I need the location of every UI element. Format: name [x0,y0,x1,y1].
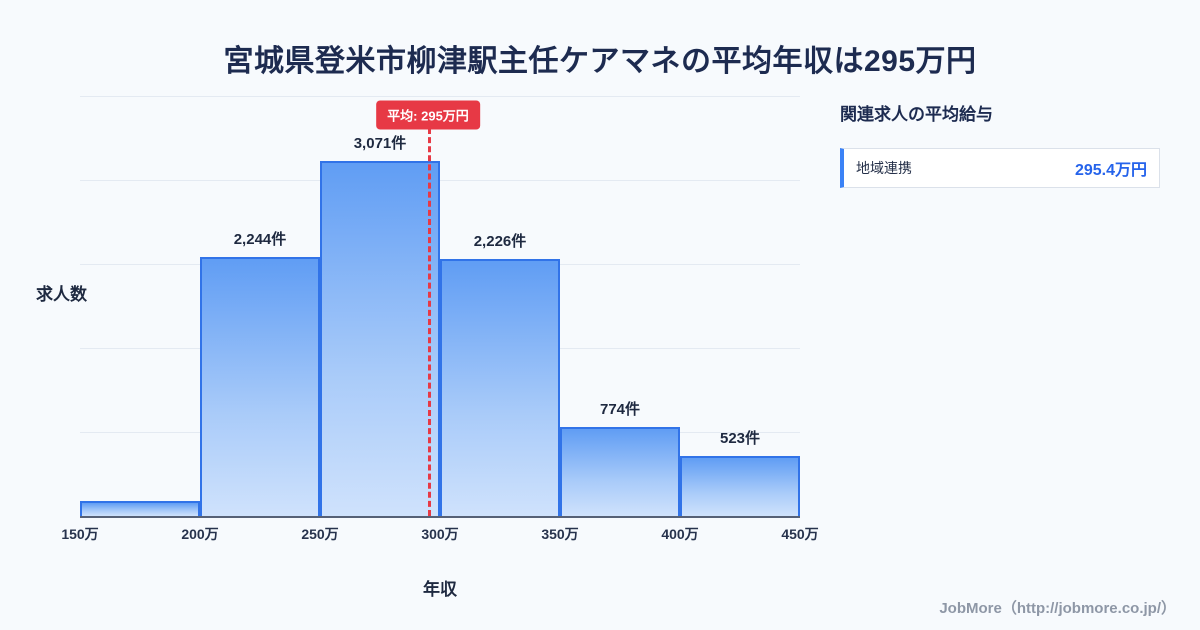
histogram-bar [560,427,680,516]
histogram-bar [80,501,200,516]
footer-credit: JobMore（http://jobmore.co.jp/） [939,600,1176,617]
x-tick-label: 150万 [61,526,99,542]
salary-histogram-plot-area: 平均: 295万円 2,244件 3,071件 2,226件 774件 523件 [80,96,800,518]
histogram-bar [440,259,560,516]
x-tick-label: 250万 [301,526,339,542]
histogram-bar [320,161,440,516]
histogram-bar [680,456,800,516]
average-badge: 平均: 295万円 [376,100,480,130]
bar-value-label: 3,071件 [353,135,407,152]
x-tick-label: 200万 [181,526,219,542]
average-dashed-line [428,128,431,516]
bar-value-label: 774件 [599,401,641,418]
bar-value-label: 2,226件 [473,233,527,250]
x-tick-label: 400万 [661,526,699,542]
related-job-label: 地域連携 [856,160,912,176]
bar-value-label: 2,244件 [233,231,287,248]
related-job-salary-value: 295.4万円 [1074,162,1147,179]
related-job-card: 地域連携 295.4万円 [840,148,1160,188]
related-jobs-panel-title: 関連求人の平均給与 [840,105,993,124]
bar-value-label: 523件 [719,430,761,447]
histogram-bar [200,257,320,516]
gridline [80,96,800,97]
page-title: 宮城県登米市柳津駅主任ケアマネの平均年収は295万円 [223,45,977,78]
y-axis-label: 求人数 [36,285,87,304]
x-tick-label: 450万 [781,526,819,542]
x-tick-label: 300万 [421,526,459,542]
x-tick-label: 350万 [541,526,579,542]
gridline [80,180,800,181]
x-axis-label: 年収 [423,580,457,599]
x-axis-line [80,516,800,518]
